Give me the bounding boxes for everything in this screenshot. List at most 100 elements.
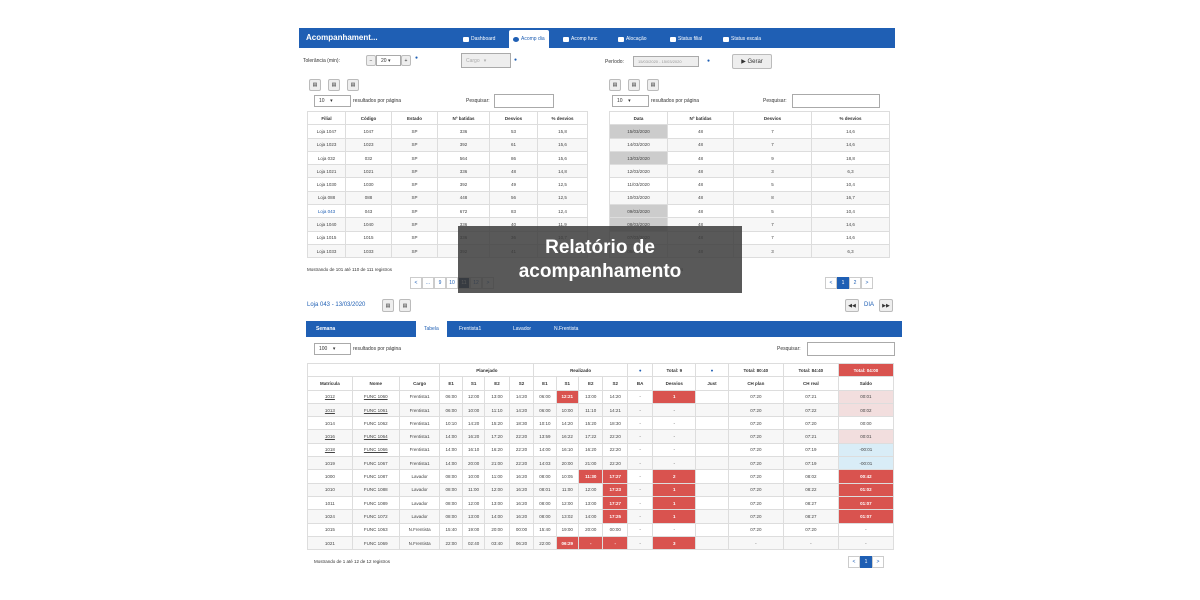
table-row[interactable]: 15/03/2020 48 7 14,6	[609, 124, 890, 139]
table-row[interactable]: 1014 FUNC 1062 Frentista1 10:10 14:20 15:20 18…	[307, 416, 895, 431]
page-button[interactable]: 1	[837, 277, 849, 289]
page-size-select[interactable]: 100 ▾	[314, 343, 351, 355]
table-row[interactable]: 1011 FUNC 1089 Lavador 08:00 12:00 13:00 16:20…	[307, 495, 895, 511]
export-pdf-icon[interactable]: ▤	[347, 79, 359, 91]
search-input[interactable]	[807, 342, 895, 356]
column-header[interactable]: Desvios	[489, 110, 538, 126]
table-row[interactable]: 1016 FUNC 1064 Frentista1 14:00 16:20 17:20 22…	[307, 429, 895, 444]
column-header[interactable]: Filial	[307, 110, 346, 126]
table-row[interactable]: 1021 FUNC 1069 N.Frentista 22:00 02:40 03:40 0…	[307, 535, 895, 551]
table-row[interactable]: 1024 FUNC 1072 Lavador 08:00 13:00 14:00 16:20…	[307, 509, 895, 524]
table-row[interactable]: Loja 1047 1047 SP 336 53 15,8	[307, 124, 588, 139]
table-row[interactable]: 1018 FUNC 1066 Frentista1 14:00 16:10 16:20 22…	[307, 442, 895, 458]
column-header[interactable]: S2	[508, 376, 535, 391]
help-icon[interactable]: ●	[626, 362, 654, 378]
tab-semana[interactable]: Semana	[316, 326, 336, 332]
page-button[interactable]: <	[848, 556, 860, 568]
column-header[interactable]: Nº batidas	[437, 110, 490, 126]
page-size-select[interactable]: 10 ▾	[612, 95, 649, 107]
column-header[interactable]: Desvios	[733, 110, 812, 126]
column-header[interactable]: Cargo	[398, 376, 441, 391]
column-header[interactable]: Nome	[351, 376, 400, 391]
table-row[interactable]: Loja 1030 1030 SP 392 49 12,5	[307, 177, 588, 192]
table-row[interactable]: 1013 FUNC 1061 Frentista1 06:00 10:00 11:10 14…	[307, 402, 895, 418]
tab-n-frentista[interactable]: N.Frentista	[554, 326, 579, 332]
table-row[interactable]: Loja 032 032 SP 564 86 15,6	[307, 150, 588, 166]
table-row[interactable]: 1010 FUNC 1088 Lavador 08:00 11:00 12:00 16:20…	[307, 482, 895, 497]
table-row[interactable]: 13/03/2020 48 9 18,8	[609, 150, 890, 166]
tab-status-filial[interactable]: Status filial	[666, 30, 706, 48]
table-row[interactable]: Loja 088 088 SP 448 56 12,5	[307, 190, 588, 206]
table-row[interactable]: 09/03/2020 48 5 10,4	[609, 204, 890, 219]
table-row[interactable]: Loja 1023 1023 SP 392 61 15,6	[307, 137, 588, 152]
help-icon[interactable]: ●	[707, 58, 711, 64]
tab-dashboard[interactable]: Dashboard	[459, 30, 499, 48]
table-row[interactable]: 11/03/2020 48 5 10,4	[609, 177, 890, 192]
column-header[interactable]: CH real	[782, 376, 839, 391]
decrement-button[interactable]: −	[366, 55, 376, 66]
column-header[interactable]: Data	[609, 110, 668, 126]
table-row[interactable]: 1012 FUNC 1060 Frentista1 06:00 12:00 13:00 14…	[307, 389, 895, 404]
column-header[interactable]: BA	[626, 376, 654, 391]
tab-tabela[interactable]: Tabela	[416, 321, 447, 337]
page-button[interactable]: 1	[860, 556, 872, 568]
increment-button[interactable]: +	[401, 55, 411, 66]
page-button[interactable]: >	[861, 277, 873, 289]
table-row[interactable]: Loja 043 043 SP 672 83 12,4	[307, 204, 588, 219]
cargo-select[interactable]: Cargo ▾	[461, 53, 511, 68]
table-row[interactable]: 1000 FUNC 1087 Lavador 08:00 10:00 11:00 16:20…	[307, 469, 895, 484]
prev-day-button[interactable]: ◀◀	[845, 299, 859, 312]
page-button[interactable]: >	[872, 556, 884, 568]
column-header[interactable]: Just	[695, 376, 729, 391]
column-header[interactable]: S2	[602, 376, 628, 391]
column-header[interactable]: Nº batidas	[667, 110, 734, 126]
gerar-button[interactable]: ▶ Gerar	[732, 54, 772, 69]
export-csv-icon[interactable]: ▤	[328, 79, 340, 91]
column-header[interactable]: E1	[439, 376, 463, 391]
table-row[interactable]: 1019 FUNC 1067 Frentista1 14:00 20:00 21:00 22…	[307, 456, 895, 471]
page-button[interactable]: <	[410, 277, 422, 289]
tab-alocacao[interactable]: Alocação	[614, 30, 651, 48]
tab-acomp-dia[interactable]: Acomp dia	[509, 30, 549, 48]
search-input[interactable]	[792, 94, 880, 108]
export-pdf-icon[interactable]: ▤	[399, 299, 411, 312]
column-header[interactable]: Código	[345, 110, 392, 126]
export-excel-icon[interactable]: ▤	[609, 79, 621, 91]
column-header[interactable]: Desvios	[652, 376, 697, 391]
help-icon[interactable]: ●	[695, 362, 729, 378]
table-row[interactable]: 1015 FUNC 1063 N.Frentista 15:40 19:00 20:00 0…	[307, 522, 895, 537]
column-header[interactable]: S1	[461, 376, 486, 391]
search-input[interactable]	[494, 94, 554, 108]
page-button[interactable]: <	[825, 277, 837, 289]
tolerancia-select[interactable]: 20 ▾	[376, 55, 401, 66]
next-day-button[interactable]: ▶▶	[879, 299, 893, 312]
tab-frentista1[interactable]: Frentista1	[459, 326, 482, 332]
page-button[interactable]: 10	[446, 277, 458, 289]
column-header[interactable]: Estado	[391, 110, 438, 126]
page-button[interactable]: ...	[422, 277, 434, 289]
column-header[interactable]: E2	[484, 376, 510, 391]
column-header[interactable]: E2	[578, 376, 604, 391]
table-row[interactable]: 14/03/2020 48 7 14,6	[609, 137, 890, 152]
export-pdf-icon[interactable]: ▤	[647, 79, 659, 91]
tab-status-escala[interactable]: Status escala	[719, 30, 765, 48]
table-row[interactable]: 12/03/2020 48 3 6,3	[609, 164, 890, 179]
page-size-select[interactable]: 10 ▾	[314, 95, 351, 107]
help-icon[interactable]: ●	[514, 57, 518, 63]
column-header[interactable]: % desvios	[537, 110, 588, 126]
column-header[interactable]: S1	[555, 376, 580, 391]
table-row[interactable]: Loja 1021 1021 SP 336 48 14,8	[307, 164, 588, 179]
export-excel-icon[interactable]: ▤	[382, 299, 394, 312]
column-header[interactable]: Saldo	[837, 376, 895, 391]
tab-acomp-func[interactable]: Acomp func	[559, 30, 601, 48]
column-header[interactable]: E1	[533, 376, 557, 391]
column-header[interactable]: CH plan	[727, 376, 784, 391]
page-button[interactable]: 2	[849, 277, 861, 289]
export-csv-icon[interactable]: ▤	[628, 79, 640, 91]
column-header[interactable]: % desvios	[811, 110, 890, 126]
page-button[interactable]: 9	[434, 277, 446, 289]
export-excel-icon[interactable]: ▤	[309, 79, 321, 91]
help-icon[interactable]: ●	[415, 55, 419, 61]
column-header[interactable]: Matrícula	[307, 376, 353, 391]
periodo-input[interactable]: 15/03/2020 - 15/03/2020	[633, 56, 699, 67]
